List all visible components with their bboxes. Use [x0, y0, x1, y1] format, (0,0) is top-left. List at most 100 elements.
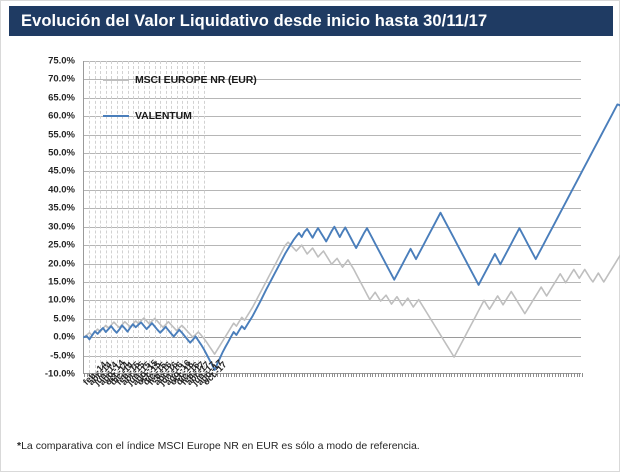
gridline-vertical [89, 61, 91, 373]
gridline-vertical [94, 61, 96, 373]
gridline-vertical [111, 61, 113, 373]
x-axis-tick [258, 373, 260, 377]
x-axis-tick [326, 373, 328, 377]
x-axis-tick [497, 373, 499, 377]
x-axis-tick [522, 373, 524, 377]
legend-swatch-msci [103, 79, 129, 81]
x-axis-tick [511, 373, 513, 377]
x-axis-tick [486, 373, 488, 377]
x-axis-tick [124, 373, 126, 377]
x-axis-tick [236, 373, 238, 377]
x-axis-tick [454, 373, 456, 377]
x-axis-tick [138, 373, 140, 377]
x-axis-tick [554, 373, 556, 377]
x-axis-tick [201, 373, 203, 377]
x-axis-tick [516, 373, 518, 377]
x-axis-tick [513, 373, 515, 377]
legend-item-valentum: VALENTUM [103, 109, 257, 123]
x-axis-tick [149, 373, 151, 377]
x-axis-tick [190, 373, 192, 377]
x-axis-tick [181, 373, 183, 377]
plot-area [83, 61, 620, 377]
x-axis-tick [443, 373, 445, 377]
x-axis-tick [410, 373, 412, 377]
x-axis-tick [418, 373, 420, 377]
x-axis-tick [293, 373, 295, 377]
legend-item-msci: MSCI EUROPE NR (EUR) [103, 73, 257, 87]
gridline-horizontal [84, 97, 581, 99]
x-axis-tick [391, 373, 393, 377]
y-axis-tick-label: 20.0% [48, 258, 75, 270]
x-axis-tick [475, 373, 477, 377]
x-axis-tick [347, 373, 349, 377]
x-axis-tick [445, 373, 447, 377]
y-axis-tick-label: 70.0% [48, 73, 75, 85]
x-axis-tick [296, 373, 298, 377]
x-axis-tick [315, 373, 317, 377]
y-axis-tick-label: 65.0% [48, 92, 75, 104]
x-axis-tick [176, 373, 178, 377]
x-axis-tick [571, 373, 573, 377]
x-axis-tick [530, 373, 532, 377]
gridline-vertical [171, 61, 173, 373]
x-axis-tick [119, 373, 121, 377]
x-axis-tick [113, 373, 115, 377]
footnote-text: La comparativa con el índice MSCI Europe… [21, 440, 420, 452]
gridline-horizontal [84, 134, 581, 136]
x-axis-tick [413, 373, 415, 377]
x-axis-tick [533, 373, 535, 377]
gridline-horizontal [84, 208, 581, 210]
x-axis-tick [464, 373, 466, 377]
x-axis-tick [358, 373, 360, 377]
x-axis-tick [448, 373, 450, 377]
x-axis-tick [416, 373, 417, 377]
footnote: *La comparativa con el índice MSCI Europ… [17, 440, 611, 452]
x-axis-tick [424, 373, 426, 377]
x-axis-tick [426, 373, 428, 377]
gridline-vertical [187, 61, 189, 373]
x-axis-tick [543, 373, 545, 377]
x-axis-tick [127, 373, 129, 377]
x-axis-tick [481, 373, 483, 377]
gridline-vertical [198, 61, 200, 373]
y-axis-tick-label: 45.0% [48, 165, 75, 177]
x-axis-tick [290, 373, 292, 377]
gridline-vertical [181, 61, 183, 373]
x-axis-tick [269, 373, 271, 377]
x-axis-tick [309, 373, 311, 377]
x-axis-tick [274, 373, 276, 377]
x-axis-tick [179, 373, 181, 377]
x-axis-tick [285, 373, 287, 377]
x-axis-tick [162, 373, 164, 377]
x-axis-tick [282, 373, 284, 377]
legend-label-valentum: VALENTUM [135, 110, 192, 122]
y-axis-tick-label: 55.0% [48, 129, 75, 141]
footnote-marker: * [17, 440, 22, 452]
series-lines [83, 103, 620, 371]
x-axis-tick [318, 373, 320, 377]
x-axis-tick [192, 373, 194, 377]
x-axis-tick [437, 373, 439, 377]
x-axis-tick [380, 373, 382, 377]
x-axis-tick [356, 373, 358, 377]
x-axis-tick [132, 373, 134, 377]
x-axis-tick [462, 373, 464, 377]
x-axis-tick [209, 373, 211, 377]
x-axis-tick [277, 373, 279, 377]
gridline-vertical [132, 61, 134, 373]
y-axis-tick-label: 40.0% [48, 184, 75, 196]
x-axis-tick [440, 373, 442, 377]
y-axis-tick-label: -10.0% [44, 368, 75, 380]
x-axis-tick [244, 373, 246, 377]
x-axis-tick [451, 373, 453, 377]
x-axis-tick [361, 373, 363, 377]
gridline-vertical [116, 61, 118, 373]
x-axis-tick [86, 373, 88, 377]
x-axis-tick [582, 373, 583, 377]
gridline-vertical [105, 61, 107, 373]
x-axis-tick [184, 373, 186, 377]
x-axis-tick [459, 373, 461, 377]
x-axis-tick [241, 373, 243, 377]
x-axis-tick [473, 373, 475, 377]
